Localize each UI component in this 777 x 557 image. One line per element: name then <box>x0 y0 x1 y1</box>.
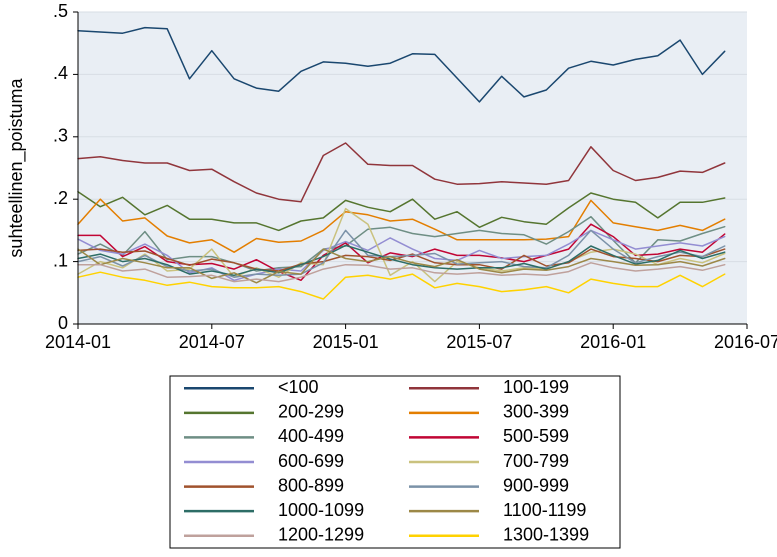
x-tick-label: 2014-01 <box>45 332 111 352</box>
legend-label: 1300-1399 <box>503 524 589 544</box>
x-tick-label: 2016-01 <box>580 332 646 352</box>
x-tick-label: 2015-07 <box>446 332 512 352</box>
y-tick-label: .3 <box>53 126 68 146</box>
line-chart: 0 .1 .2 .3 .4 .5 2014-01 2014-07 2015-01 2015-07 2… <box>0 0 777 557</box>
chart-container: 0 .1 .2 .3 .4 .5 2014-01 2014-07 2015-01 2015-07 2… <box>0 0 777 557</box>
legend-label: 1000-1099 <box>278 500 364 520</box>
x-tick-label: 2016-07 <box>714 332 777 352</box>
y-tick-label: .2 <box>53 188 68 208</box>
legend-label: 700-799 <box>503 451 569 471</box>
legend-label: 100-199 <box>503 377 569 397</box>
legend-label: 600-699 <box>278 451 344 471</box>
y-axis-label: suhteellinen_poistuma <box>6 77 27 257</box>
legend-label: 1200-1299 <box>278 524 364 544</box>
legend-label: 800-899 <box>278 475 344 495</box>
x-tick-label: 2014-07 <box>179 332 245 352</box>
y-tick-label: .4 <box>53 63 68 83</box>
legend-label: 900-999 <box>503 475 569 495</box>
legend-label: 500-599 <box>503 426 569 446</box>
legend-label: 400-499 <box>278 426 344 446</box>
legend-label: <100 <box>278 377 319 397</box>
legend-label: 1100-1199 <box>503 500 586 520</box>
y-tick-label: .1 <box>53 250 68 270</box>
y-tick-label: .5 <box>53 1 68 21</box>
legend-label: 200-299 <box>278 402 344 422</box>
x-tick-label: 2015-01 <box>313 332 379 352</box>
y-tick-label: 0 <box>58 313 68 333</box>
legend-label: 300-399 <box>503 402 569 422</box>
